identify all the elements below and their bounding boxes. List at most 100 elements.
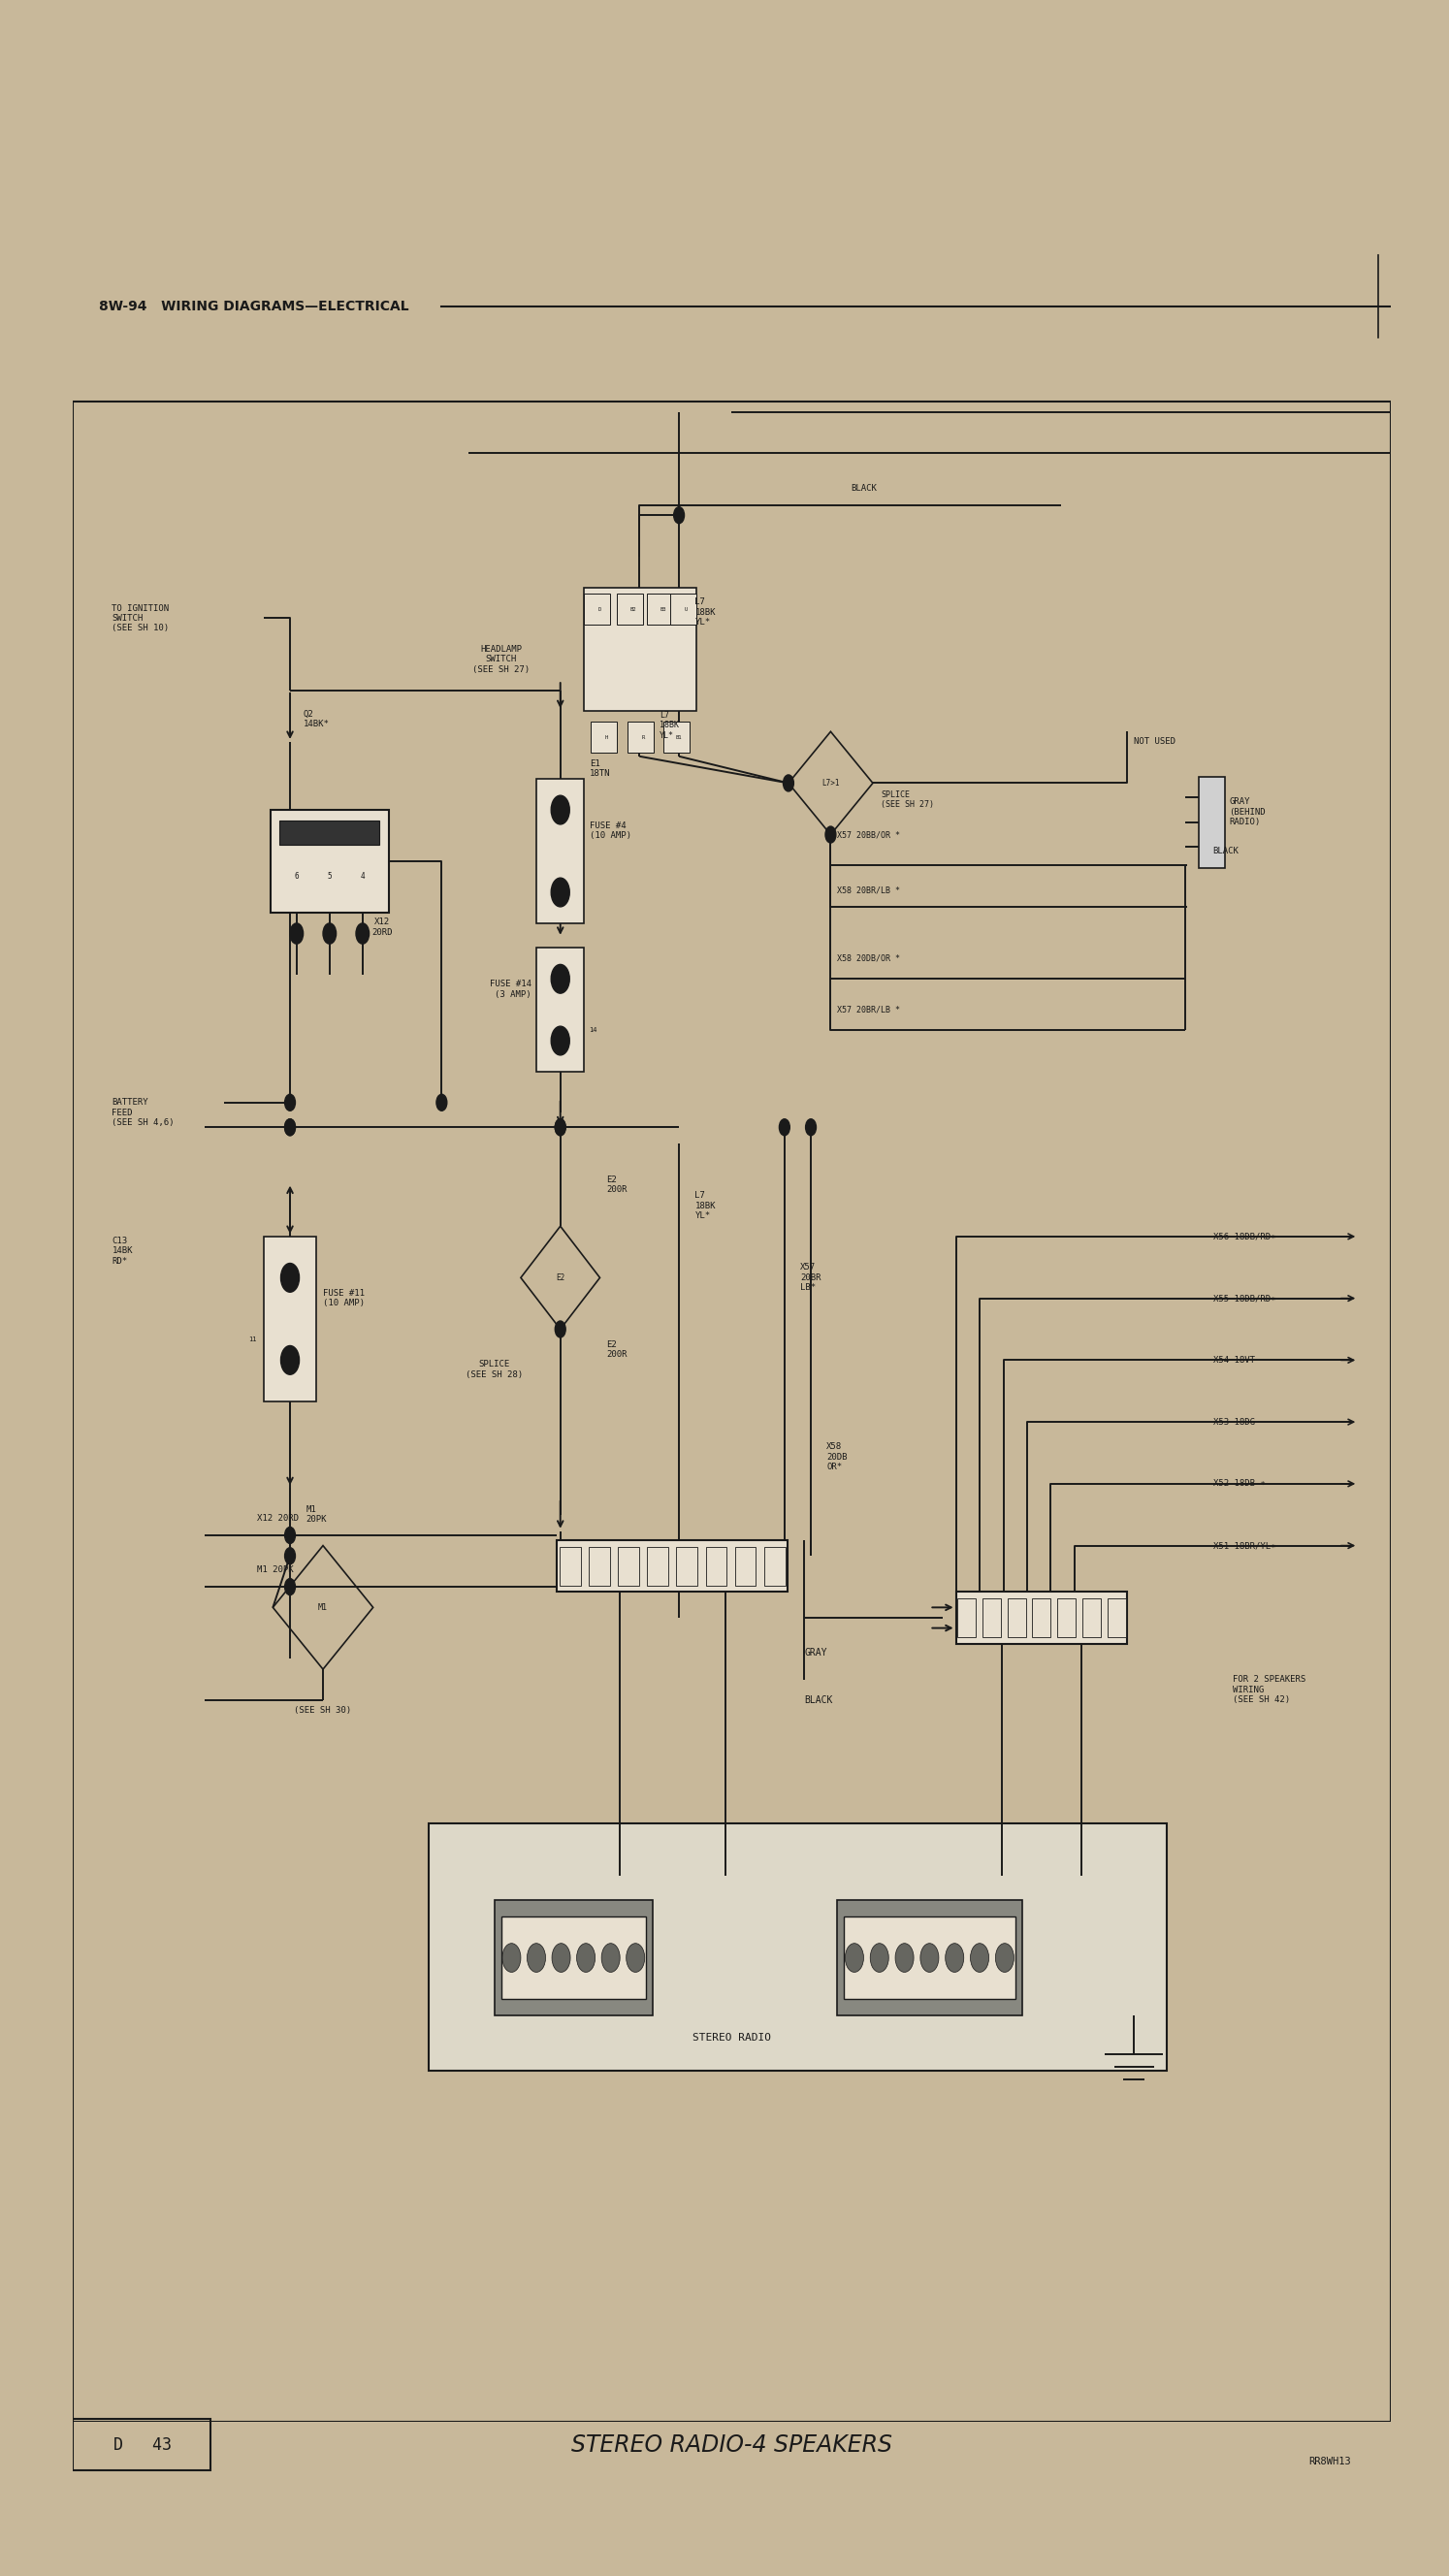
Bar bbox=[584, 587, 696, 711]
Text: E1
18TN: E1 18TN bbox=[590, 760, 610, 778]
Text: STEREO RADIO-4 SPEAKERS: STEREO RADIO-4 SPEAKERS bbox=[571, 2432, 893, 2458]
Bar bbox=[559, 1546, 581, 1587]
Circle shape bbox=[806, 1118, 816, 1136]
Bar bbox=[501, 1917, 646, 1999]
Bar bbox=[956, 1592, 1127, 1643]
Bar bbox=[1082, 1597, 1101, 1638]
Bar bbox=[536, 778, 584, 922]
Bar bbox=[958, 1597, 975, 1638]
Circle shape bbox=[285, 1579, 296, 1595]
Bar bbox=[706, 1546, 727, 1587]
Bar bbox=[627, 721, 653, 752]
Circle shape bbox=[826, 827, 836, 842]
Text: Q2
14BK*: Q2 14BK* bbox=[303, 711, 329, 729]
Circle shape bbox=[555, 1118, 565, 1136]
Bar bbox=[591, 721, 617, 752]
Text: FUSE #14
(3 AMP): FUSE #14 (3 AMP) bbox=[490, 979, 532, 999]
Text: NOT USED: NOT USED bbox=[1135, 737, 1175, 747]
Bar bbox=[536, 948, 584, 1072]
Bar bbox=[1032, 1597, 1051, 1638]
Circle shape bbox=[945, 1942, 964, 1973]
Text: X51 18BR/YL∗: X51 18BR/YL∗ bbox=[1213, 1540, 1275, 1551]
Text: FOR 2 SPEAKERS
WIRING
(SEE SH 42): FOR 2 SPEAKERS WIRING (SEE SH 42) bbox=[1233, 1674, 1306, 1705]
Text: R: R bbox=[642, 734, 645, 739]
Circle shape bbox=[674, 507, 684, 523]
Circle shape bbox=[281, 1345, 300, 1376]
Text: X58 20BR/LB *: X58 20BR/LB * bbox=[838, 886, 900, 894]
Text: 6: 6 bbox=[294, 871, 298, 881]
Text: GRAY: GRAY bbox=[804, 1649, 827, 1656]
Bar bbox=[664, 721, 690, 752]
Circle shape bbox=[871, 1942, 888, 1973]
Bar bbox=[617, 592, 643, 623]
Circle shape bbox=[626, 1942, 645, 1973]
Bar bbox=[677, 1546, 697, 1587]
Text: X57
20BR
LB*: X57 20BR LB* bbox=[800, 1262, 822, 1293]
Text: BATTERY
FEED
(SEE SH 4,6): BATTERY FEED (SEE SH 4,6) bbox=[112, 1097, 174, 1128]
Text: B3: B3 bbox=[661, 608, 667, 613]
Text: X12
20RD: X12 20RD bbox=[372, 917, 393, 938]
Text: TO IGNITION
SWITCH
(SEE SH 10): TO IGNITION SWITCH (SEE SH 10) bbox=[112, 603, 170, 634]
Circle shape bbox=[285, 1118, 296, 1136]
Circle shape bbox=[551, 1025, 569, 1056]
Text: X12 20RD: X12 20RD bbox=[256, 1515, 298, 1522]
Text: (SEE SH 30): (SEE SH 30) bbox=[294, 1705, 352, 1716]
Bar bbox=[843, 1917, 1016, 1999]
Circle shape bbox=[995, 1942, 1014, 1973]
Text: C13
14BK
RD*: C13 14BK RD* bbox=[112, 1236, 133, 1265]
Circle shape bbox=[285, 1548, 296, 1564]
Circle shape bbox=[323, 922, 336, 943]
Text: U: U bbox=[684, 608, 687, 613]
Circle shape bbox=[552, 1942, 571, 1973]
Text: D: D bbox=[598, 608, 601, 613]
Bar bbox=[1058, 1597, 1077, 1638]
Circle shape bbox=[285, 1528, 296, 1543]
Bar bbox=[1007, 1597, 1026, 1638]
Bar bbox=[556, 1540, 788, 1592]
Bar bbox=[619, 1546, 639, 1587]
Text: 5: 5 bbox=[327, 871, 332, 881]
Text: E2: E2 bbox=[556, 1273, 565, 1283]
Text: RR8WH13: RR8WH13 bbox=[1308, 2458, 1352, 2465]
Circle shape bbox=[555, 1321, 565, 1337]
Text: X52 18DB ∗: X52 18DB ∗ bbox=[1213, 1479, 1265, 1489]
Bar bbox=[648, 592, 674, 623]
Bar bbox=[270, 809, 388, 912]
Text: BLACK: BLACK bbox=[1213, 848, 1239, 855]
Circle shape bbox=[845, 1942, 864, 1973]
Text: B1: B1 bbox=[675, 734, 682, 739]
Text: 14: 14 bbox=[590, 1028, 597, 1033]
Text: HEADLAMP
SWITCH
(SEE SH 27): HEADLAMP SWITCH (SEE SH 27) bbox=[472, 644, 530, 675]
Text: X56 18DB/RD∗: X56 18DB/RD∗ bbox=[1213, 1231, 1275, 1242]
Circle shape bbox=[436, 1095, 446, 1110]
Bar bbox=[764, 1546, 785, 1587]
Bar bbox=[648, 1546, 668, 1587]
Circle shape bbox=[356, 922, 369, 943]
Bar bbox=[1198, 778, 1224, 868]
Bar bbox=[735, 1546, 756, 1587]
Bar bbox=[72, 2419, 212, 2470]
Circle shape bbox=[527, 1942, 546, 1973]
Circle shape bbox=[555, 1118, 565, 1136]
Text: BLACK: BLACK bbox=[804, 1695, 833, 1705]
Text: STEREO RADIO: STEREO RADIO bbox=[693, 2032, 771, 2043]
Bar bbox=[669, 592, 696, 623]
Text: B2: B2 bbox=[630, 608, 636, 613]
Text: D   43: D 43 bbox=[113, 2437, 171, 2452]
Text: X58
20DB
OR*: X58 20DB OR* bbox=[827, 1443, 848, 1471]
Text: X54 18VT: X54 18VT bbox=[1213, 1355, 1255, 1365]
Text: FUSE #4
(10 AMP): FUSE #4 (10 AMP) bbox=[590, 822, 632, 840]
Circle shape bbox=[782, 775, 794, 791]
Circle shape bbox=[285, 1095, 296, 1110]
Bar bbox=[982, 1597, 1001, 1638]
Bar bbox=[1107, 1597, 1126, 1638]
Circle shape bbox=[971, 1942, 988, 1973]
Text: L7>1: L7>1 bbox=[822, 778, 839, 788]
Circle shape bbox=[503, 1942, 520, 1973]
Text: SPLICE
(SEE SH 28): SPLICE (SEE SH 28) bbox=[465, 1360, 523, 1378]
Circle shape bbox=[780, 1118, 790, 1136]
Text: X58 20DB/OR *: X58 20DB/OR * bbox=[838, 953, 900, 963]
Circle shape bbox=[551, 796, 569, 824]
Circle shape bbox=[285, 1118, 296, 1136]
Text: GRAY
(BEHIND
RADIO): GRAY (BEHIND RADIO) bbox=[1229, 799, 1265, 827]
